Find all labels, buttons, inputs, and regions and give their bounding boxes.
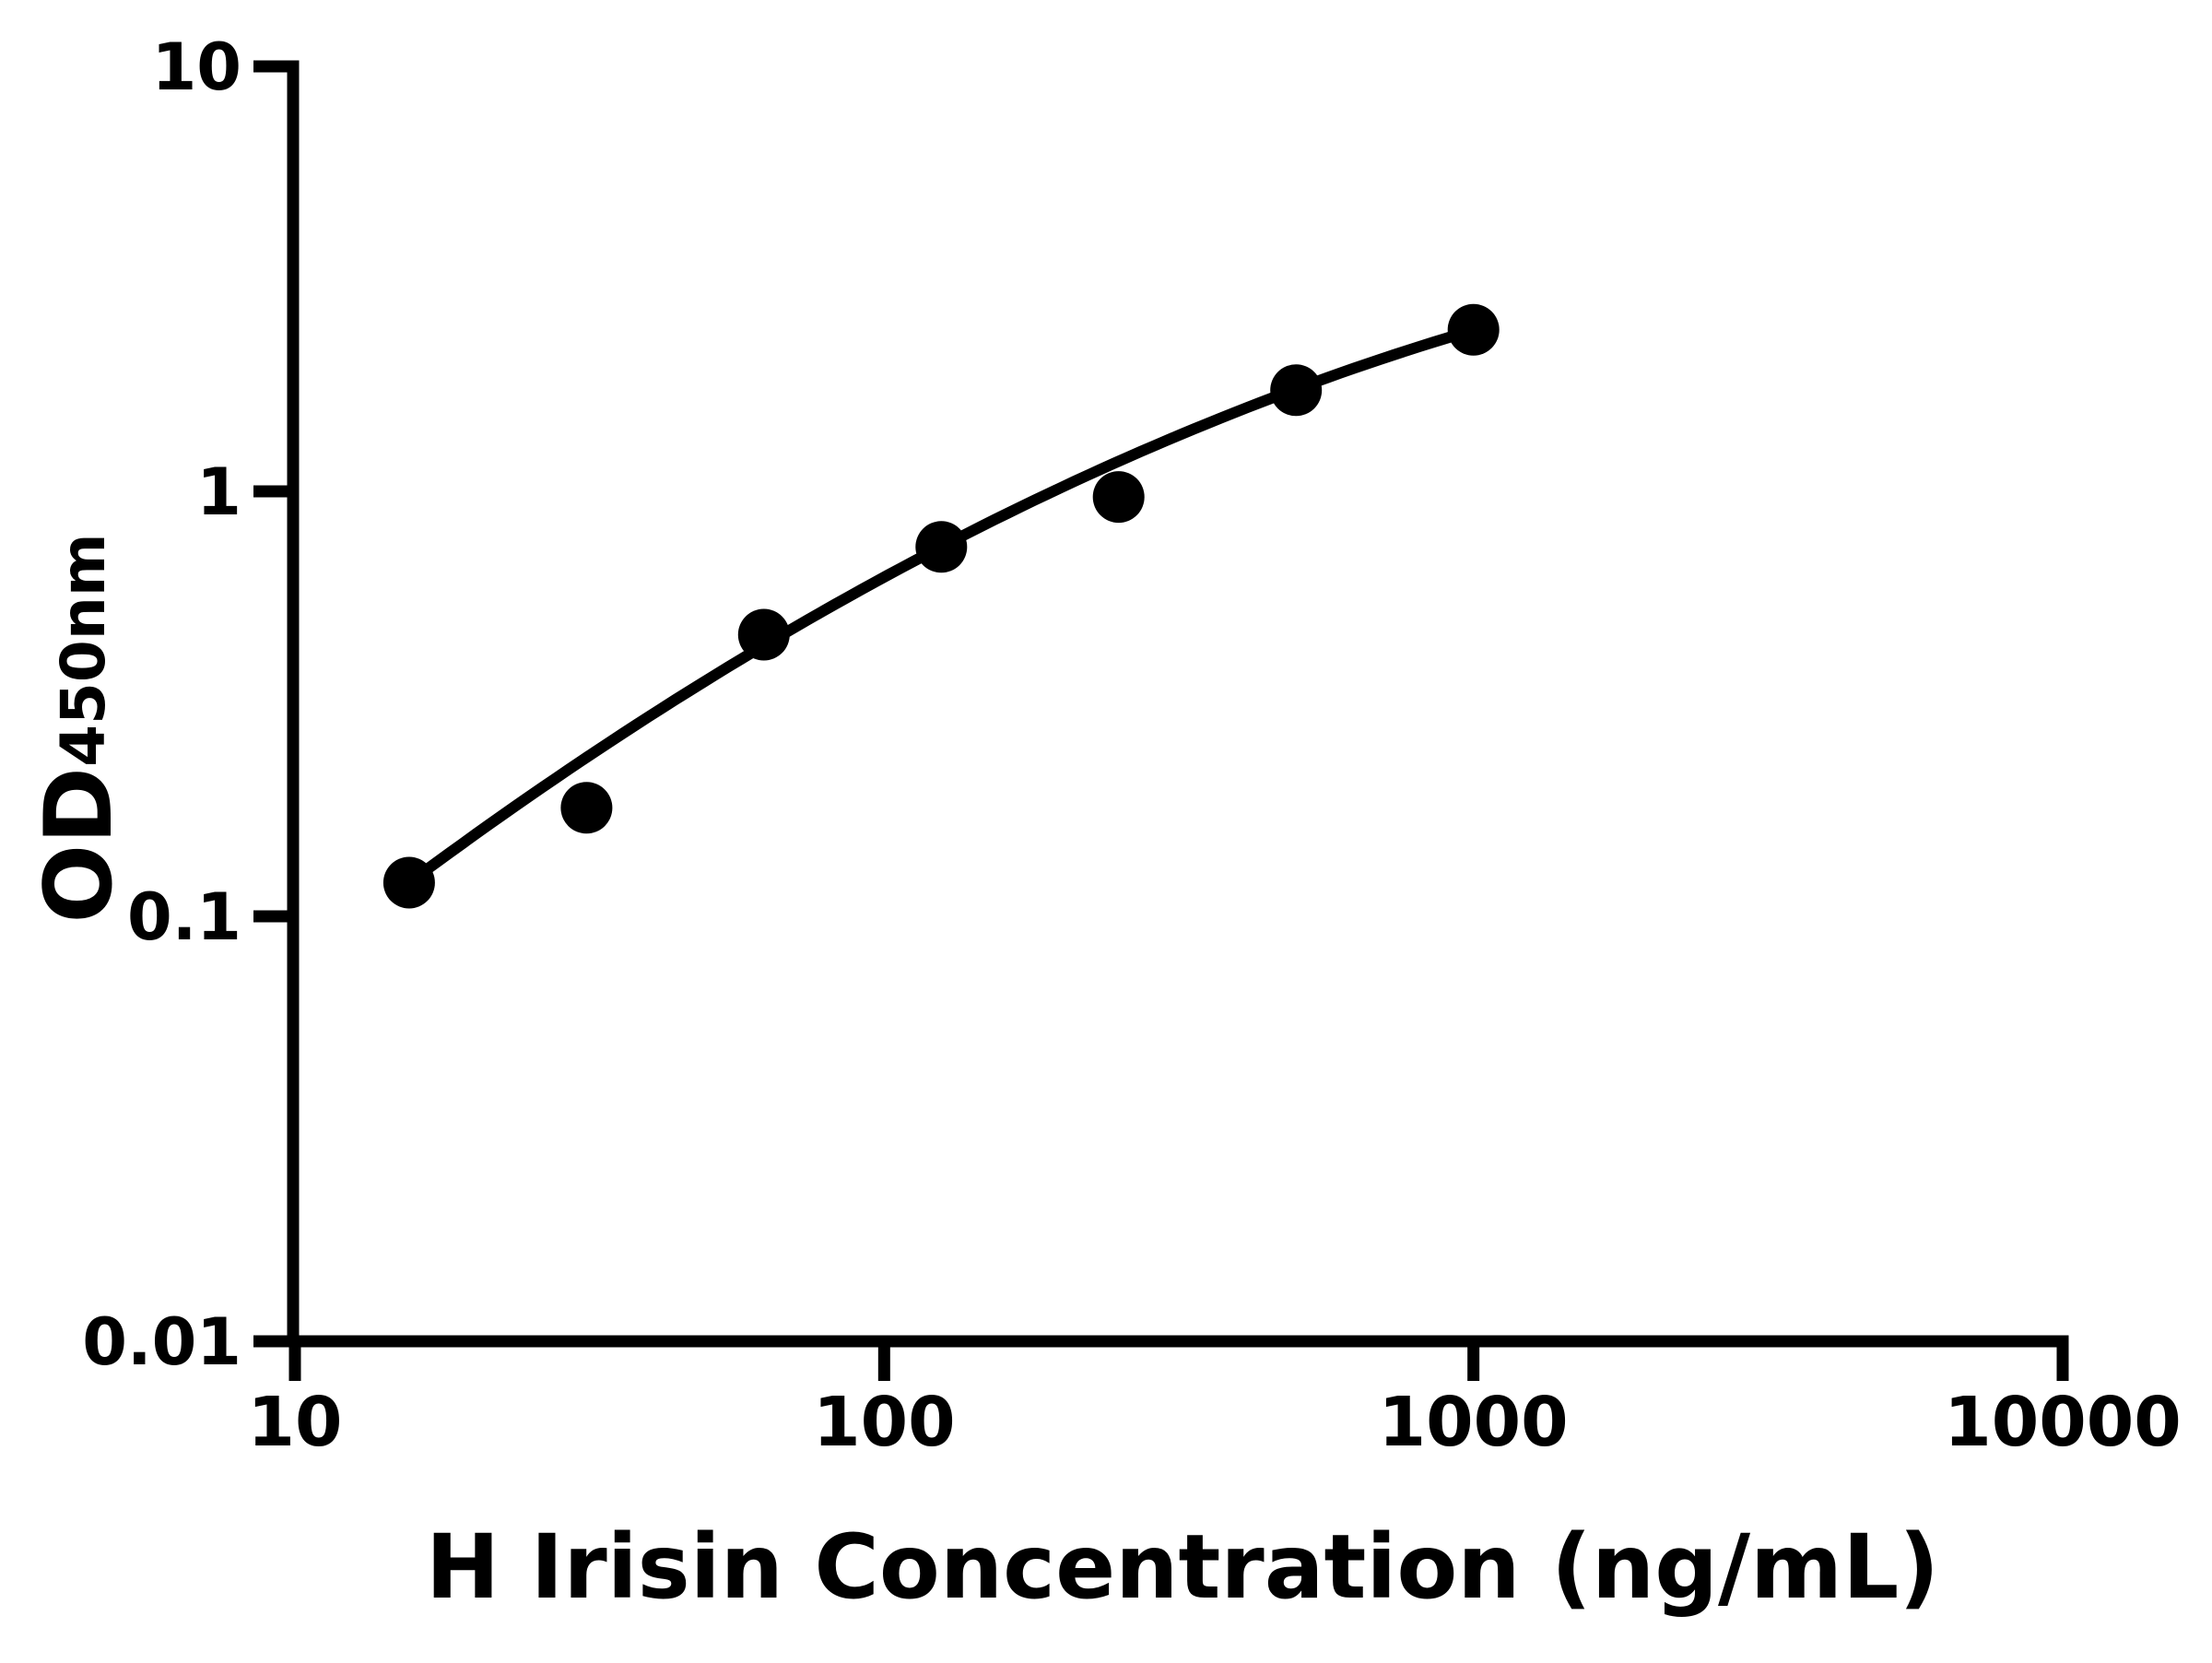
data-point <box>737 608 790 661</box>
data-point <box>560 782 613 834</box>
y-tick-label: 10 <box>152 29 241 105</box>
x-tick-label: 10 <box>248 1383 343 1462</box>
data-point <box>915 521 968 573</box>
y-axis-title-main: OD <box>24 767 133 924</box>
data-point <box>1447 303 1500 356</box>
data-point <box>1270 364 1323 417</box>
y-tick-label: 0.01 <box>82 1304 241 1380</box>
y-axis-title: OD450nm <box>24 533 133 923</box>
x-tick-label: 10000 <box>1944 1383 2181 1462</box>
x-axis-title: H Irisin Concentration (ng/mL) <box>426 1516 1939 1619</box>
x-tick-label: 100 <box>813 1383 955 1462</box>
data-point <box>382 856 435 909</box>
tick-marks <box>253 60 2069 1381</box>
x-tick-label: 1000 <box>1379 1383 1569 1462</box>
data-point <box>1092 471 1145 524</box>
y-axis-title-subscript: 450nm <box>48 533 119 767</box>
y-tick-label: 0.1 <box>127 879 241 955</box>
axes <box>287 60 2069 1348</box>
data-points <box>382 303 1500 909</box>
y-tick-label: 1 <box>196 454 241 530</box>
